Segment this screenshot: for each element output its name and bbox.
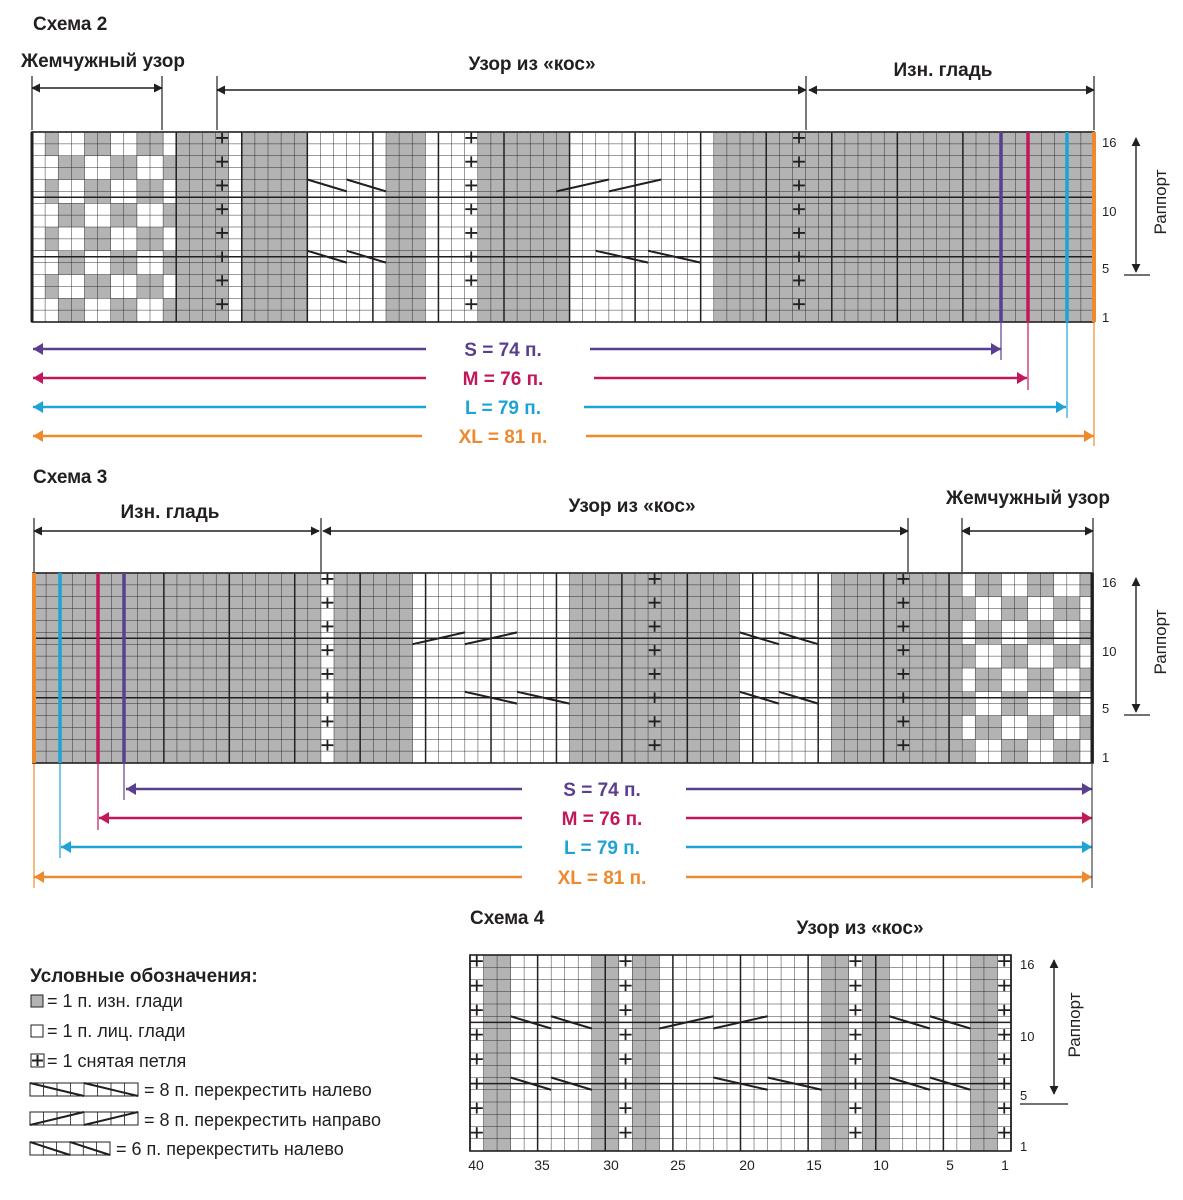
cable-6-left-icon — [29, 1141, 111, 1156]
scheme-4-col-1: 1 — [1001, 1157, 1009, 1173]
scheme-4-col-35: 35 — [534, 1157, 550, 1173]
scheme-4-chart — [469, 954, 1012, 1152]
scheme-3-size-xl-label: XL = 81 п. — [558, 868, 647, 889]
scheme-4-row-5: 5 — [1020, 1088, 1027, 1103]
cable-8-right-icon — [29, 1111, 139, 1126]
legend-item-slipped: = 1 снятая петля — [47, 1051, 186, 1071]
scheme-3-chart — [32, 572, 1094, 764]
scheme-3: Схема 3 Изн. гладь Узор из «кос» Жемчужн… — [32, 467, 1170, 889]
scheme-3-size-m-label: M = 76 п. — [562, 809, 643, 830]
knit-square-icon — [30, 1024, 44, 1038]
scheme-3-size-l-label: L = 79 п. — [564, 838, 640, 859]
scheme-2-row-10: 10 — [1102, 204, 1116, 219]
scheme-4-col-5: 5 — [946, 1157, 954, 1173]
purl-square-icon — [30, 994, 44, 1008]
scheme-4-col-30: 30 — [603, 1157, 619, 1173]
scheme-2-title: Схема 2 — [33, 14, 107, 35]
scheme-3-row-5: 5 — [1102, 701, 1109, 716]
legend-item-cable-8-right: = 8 п. перекрестить направо — [144, 1110, 381, 1130]
legend-item-cable-6-left: = 6 п. перекрестить налево — [116, 1139, 344, 1159]
scheme-4-col-15: 15 — [806, 1157, 822, 1173]
scheme-3-size-m: M = 76 п. — [99, 809, 1092, 830]
scheme-2: Схема 2 Жемчужный узор Узор из «кос» Изн… — [20, 14, 1170, 448]
scheme-4-repeat-label: Раппорт — [1065, 992, 1084, 1057]
scheme-3-section-reverse: Изн. гладь — [121, 502, 220, 523]
scheme-3-size-s-label: S = 74 п. — [563, 780, 641, 801]
scheme-4-col-25: 25 — [670, 1157, 686, 1173]
scheme-4-row-16: 16 — [1020, 957, 1034, 972]
scheme-2-row-5: 5 — [1102, 261, 1109, 276]
scheme-2-size-l-label: L = 79 п. — [465, 398, 541, 419]
scheme-4-col-40: 40 — [468, 1157, 484, 1173]
scheme-4: Схема 4 Узор из «кос» 16 10 5 1 Раппорт … — [468, 908, 1084, 1173]
scheme-3-row-1: 1 — [1102, 750, 1109, 765]
scheme-3-size-xl: XL = 81 п. — [34, 868, 1092, 889]
scheme-4-column-numbers: 40 35 30 25 20 15 10 5 1 — [468, 1157, 1009, 1173]
scheme-4-col-20: 20 — [739, 1157, 755, 1173]
scheme-3-row-16: 16 — [1102, 575, 1116, 590]
legend: Условные обозначения: = 1 п. изн. глади … — [29, 966, 381, 1159]
scheme-2-size-s: S = 74 п. — [33, 340, 1001, 361]
scheme-4-title: Схема 4 — [470, 908, 545, 929]
scheme-2-section-seed: Жемчужный узор — [20, 51, 185, 72]
legend-item-purl: = 1 п. изн. глади — [47, 991, 183, 1011]
scheme-4-row-10: 10 — [1020, 1029, 1034, 1044]
slipped-stitch-icon — [30, 1053, 45, 1068]
scheme-2-size-xl-label: XL = 81 п. — [459, 427, 548, 448]
scheme-2-row-1: 1 — [1102, 310, 1109, 325]
scheme-3-repeat-label: Раппорт — [1151, 609, 1170, 674]
scheme-2-size-xl: XL = 81 п. — [33, 427, 1094, 448]
scheme-2-row-16: 16 — [1102, 135, 1116, 150]
legend-item-cable-8-left: = 8 п. перекрестить налево — [144, 1080, 372, 1100]
scheme-2-section-cables: Узор из «кос» — [468, 54, 595, 75]
scheme-2-size-l: L = 79 п. — [33, 398, 1066, 419]
cable-8-left-icon — [29, 1082, 139, 1097]
scheme-4-col-10: 10 — [873, 1157, 889, 1173]
legend-item-knit: = 1 п. лиц. глади — [47, 1021, 185, 1041]
scheme-3-size-s: S = 74 п. — [126, 780, 1092, 801]
scheme-3-size-l: L = 79 п. — [61, 838, 1092, 859]
legend-title: Условные обозначения: — [30, 966, 258, 987]
scheme-2-repeat-label: Раппорт — [1151, 169, 1170, 234]
scheme-3-section-seed: Жемчужный узор — [945, 488, 1110, 509]
scheme-4-section-cables: Узор из «кос» — [796, 918, 923, 939]
scheme-3-row-10: 10 — [1102, 644, 1116, 659]
scheme-2-size-m: M = 76 п. — [33, 369, 1027, 390]
scheme-2-size-s-label: S = 74 п. — [464, 340, 542, 361]
scheme-2-section-reverse: Изн. гладь — [894, 60, 993, 81]
scheme-3-title: Схема 3 — [33, 467, 107, 488]
scheme-2-size-m-label: M = 76 п. — [463, 369, 544, 390]
scheme-3-section-cables: Узор из «кос» — [568, 496, 695, 517]
scheme-4-row-1: 1 — [1020, 1139, 1027, 1154]
scheme-2-chart — [30, 131, 1096, 323]
